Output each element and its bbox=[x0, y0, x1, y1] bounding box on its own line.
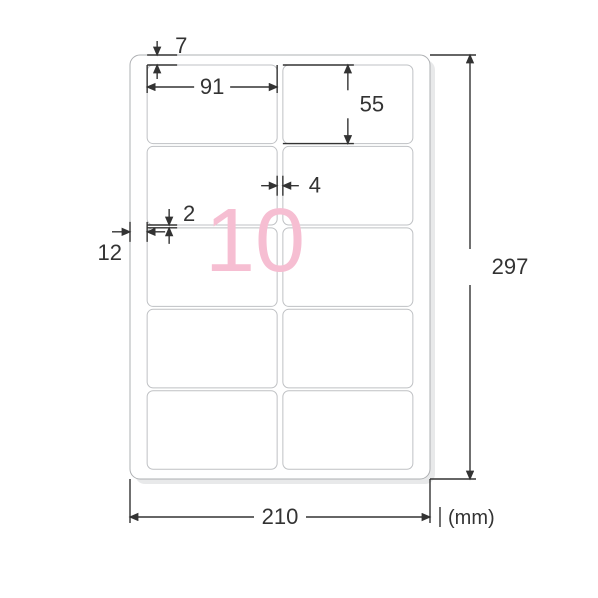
dimension-label: 297 bbox=[492, 254, 529, 279]
dimension-label: 7 bbox=[175, 33, 187, 58]
label-cell bbox=[147, 309, 277, 388]
dimension-label: 55 bbox=[360, 91, 384, 116]
unit-label: (mm) bbox=[448, 507, 495, 529]
label-cell bbox=[283, 391, 413, 470]
label-count: 10 bbox=[205, 191, 305, 291]
dimension-label: 12 bbox=[98, 240, 122, 265]
label-cell bbox=[147, 391, 277, 470]
dimension-label: 2 bbox=[183, 201, 195, 226]
dimension-label: 4 bbox=[309, 173, 321, 198]
dimension-label: 210 bbox=[262, 504, 299, 529]
label-cell bbox=[283, 309, 413, 388]
dimension-label: 91 bbox=[200, 74, 224, 99]
